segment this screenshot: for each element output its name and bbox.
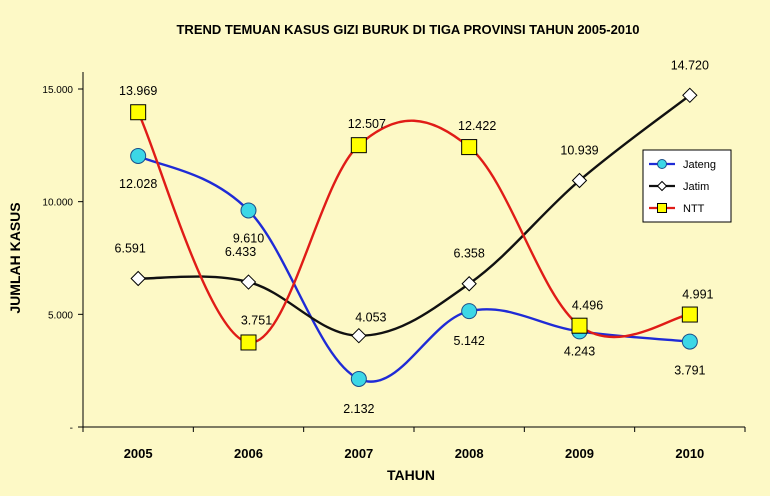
data-label-ntt-2007: 12.507 bbox=[348, 117, 386, 131]
series-line-ntt bbox=[137, 111, 691, 344]
x-tick-label: 2010 bbox=[675, 446, 704, 461]
legend: Jateng Jatim NTT bbox=[642, 149, 732, 223]
data-label-jatim-2006: 6.433 bbox=[225, 245, 256, 259]
point-jateng-2008 bbox=[461, 303, 478, 320]
series-jatim bbox=[130, 87, 698, 344]
point-ntt-2007 bbox=[350, 137, 367, 154]
data-label-ntt-2005: 13.969 bbox=[119, 84, 157, 98]
data-label-jateng-2009: 4.243 bbox=[564, 344, 595, 358]
y-tick-label: - bbox=[70, 423, 73, 434]
data-label-jatim-2005: 6.591 bbox=[115, 241, 146, 255]
data-labels: 12.028 9.610 2.132 5.142 4.243 3.791 6.591 6.43… bbox=[115, 58, 714, 416]
point-jatim-2007 bbox=[351, 327, 367, 344]
axes: - 5.000 10.000 15.000 2005 2006 2007 2008 2009 20… bbox=[42, 72, 746, 461]
point-jateng-2010 bbox=[681, 333, 698, 350]
data-label-jatim-2009: 10.939 bbox=[560, 144, 598, 158]
legend-marker-ntt bbox=[657, 203, 667, 213]
point-jateng-2007 bbox=[350, 370, 367, 387]
data-label-ntt-2009: 4.496 bbox=[572, 299, 603, 313]
data-label-ntt-2010: 4.991 bbox=[682, 288, 713, 302]
x-tick-label: 2007 bbox=[344, 446, 373, 461]
y-tick-label: 5.000 bbox=[48, 310, 73, 321]
x-tick-label: 2005 bbox=[124, 446, 153, 461]
x-tick-label: 2006 bbox=[234, 446, 263, 461]
chart-title: TREND TEMUAN KASUS GIZI BURUK DI TIGA PR… bbox=[176, 22, 639, 37]
legend-label-jateng: Jateng bbox=[683, 159, 716, 171]
y-axis-title: JUMLAH KASUS bbox=[7, 202, 23, 313]
data-label-jateng-2006: 9.610 bbox=[233, 231, 264, 245]
point-jatim-2006 bbox=[240, 274, 257, 290]
point-jateng-2005 bbox=[130, 147, 147, 164]
data-label-jateng-2007: 2.132 bbox=[343, 402, 374, 416]
point-ntt-2009 bbox=[571, 317, 588, 334]
data-label-jateng-2008: 5.142 bbox=[454, 334, 485, 348]
data-label-jatim-2008: 6.358 bbox=[454, 247, 485, 261]
legend-marker-jatim bbox=[656, 180, 668, 192]
data-label-jateng-2010: 3.791 bbox=[674, 364, 705, 378]
point-jatim-2009 bbox=[571, 172, 588, 189]
legend-label-jatim: Jatim bbox=[683, 181, 709, 193]
data-label-jatim-2010: 14.720 bbox=[671, 58, 709, 72]
x-tick-label: 2008 bbox=[455, 446, 484, 461]
point-ntt-2006 bbox=[240, 334, 257, 351]
x-tick-label: 2009 bbox=[565, 446, 594, 461]
point-jatim-2010 bbox=[682, 87, 698, 104]
x-axis-title: TAHUN bbox=[387, 467, 435, 483]
series-jateng bbox=[130, 147, 698, 387]
point-jateng-2006 bbox=[240, 202, 257, 219]
point-ntt-2010 bbox=[681, 306, 698, 323]
point-ntt-2008 bbox=[461, 139, 478, 156]
series-ntt bbox=[130, 104, 698, 351]
point-jatim-2008 bbox=[461, 276, 477, 292]
data-label-jatim-2007: 4.053 bbox=[355, 311, 386, 325]
data-label-ntt-2008: 12.422 bbox=[458, 119, 496, 133]
data-label-jateng-2005: 12.028 bbox=[119, 177, 157, 191]
series-layer bbox=[130, 87, 698, 387]
data-label-ntt-2006: 3.751 bbox=[241, 313, 272, 327]
legend-marker-jateng bbox=[657, 159, 667, 169]
series-line-jateng bbox=[137, 154, 690, 383]
y-tick-label: 10.000 bbox=[42, 198, 73, 209]
series-line-jatim bbox=[138, 94, 691, 337]
y-tick-label: 15.000 bbox=[42, 85, 73, 96]
point-ntt-2005 bbox=[130, 104, 147, 121]
point-jatim-2005 bbox=[130, 270, 146, 287]
legend-label-ntt: NTT bbox=[683, 203, 705, 215]
